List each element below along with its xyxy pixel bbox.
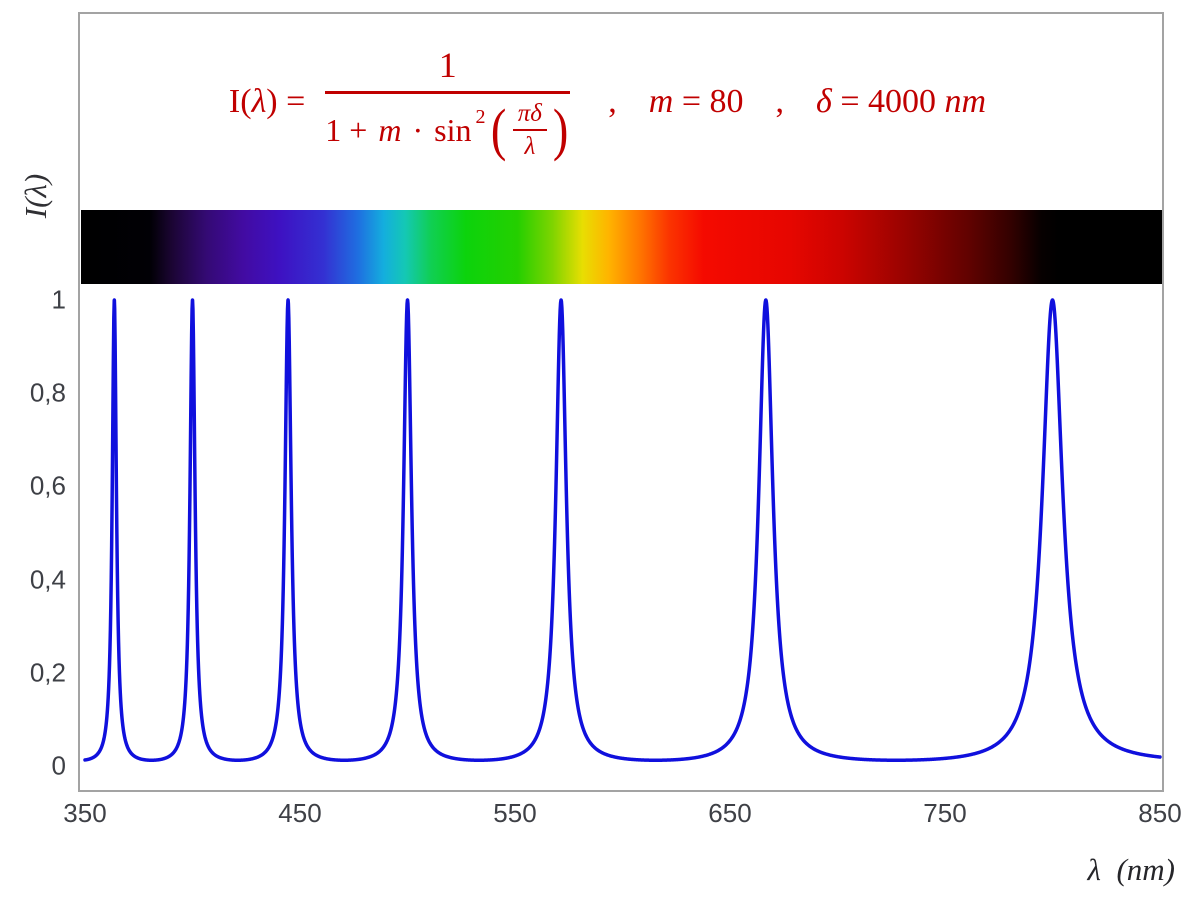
x-tick-label: 850	[1138, 798, 1182, 828]
x-axis-ticks: 350 450 550 650 750 850	[63, 798, 1181, 832]
inner-fraction: πδ λ	[512, 100, 547, 161]
formula-title: I(λ) = 1 1 + m · sin 2 ( πδ λ ) , m = 80 …	[85, 26, 1130, 178]
x-axis-title: λ (nm)	[1087, 852, 1175, 887]
x-tick-label: 450	[278, 798, 322, 828]
y-tick-label: 0,8	[29, 377, 66, 408]
sin-exponent: 2	[475, 105, 486, 128]
fraction-bar	[325, 90, 571, 94]
x-tick-label: 550	[493, 798, 537, 828]
y-axis-ticks: 1 0,8 0,6 0,4 0,2 0	[0, 285, 66, 781]
x-tick-label: 350	[63, 798, 107, 828]
spectrum-bar	[81, 210, 1162, 284]
fraction-denominator: 1 + m · sin 2 ( πδ λ )	[325, 97, 569, 163]
intensity-curve-plot	[83, 298, 1162, 762]
y-tick-label: 1	[51, 284, 66, 315]
y-tick-label: 0,2	[29, 657, 66, 688]
chart-frame	[78, 12, 1164, 792]
y-tick-label: 0	[51, 750, 66, 781]
y-axis-title: I(λ)	[18, 173, 53, 219]
formula-lhs: I(λ) =	[228, 83, 306, 120]
y-tick-label: 0,6	[29, 470, 66, 501]
inner-denominator: λ	[524, 133, 536, 160]
fraction-numerator: 1	[438, 44, 457, 85]
delta-equation: δ = 4000 nm	[816, 83, 987, 120]
open-paren: (	[491, 97, 507, 163]
comma-separator: ,	[608, 83, 617, 120]
x-tick-label: 650	[708, 798, 752, 828]
close-paren: )	[552, 97, 569, 163]
inner-numerator: πδ	[512, 100, 547, 131]
formula-main-fraction: 1 1 + m · sin 2 ( πδ λ )	[325, 44, 571, 163]
y-tick-label: 0,4	[29, 564, 66, 595]
x-tick-label: 750	[923, 798, 967, 828]
m-equation: m = 80	[648, 83, 744, 120]
curve-line	[83, 298, 1162, 762]
comma-separator: ,	[775, 83, 785, 120]
